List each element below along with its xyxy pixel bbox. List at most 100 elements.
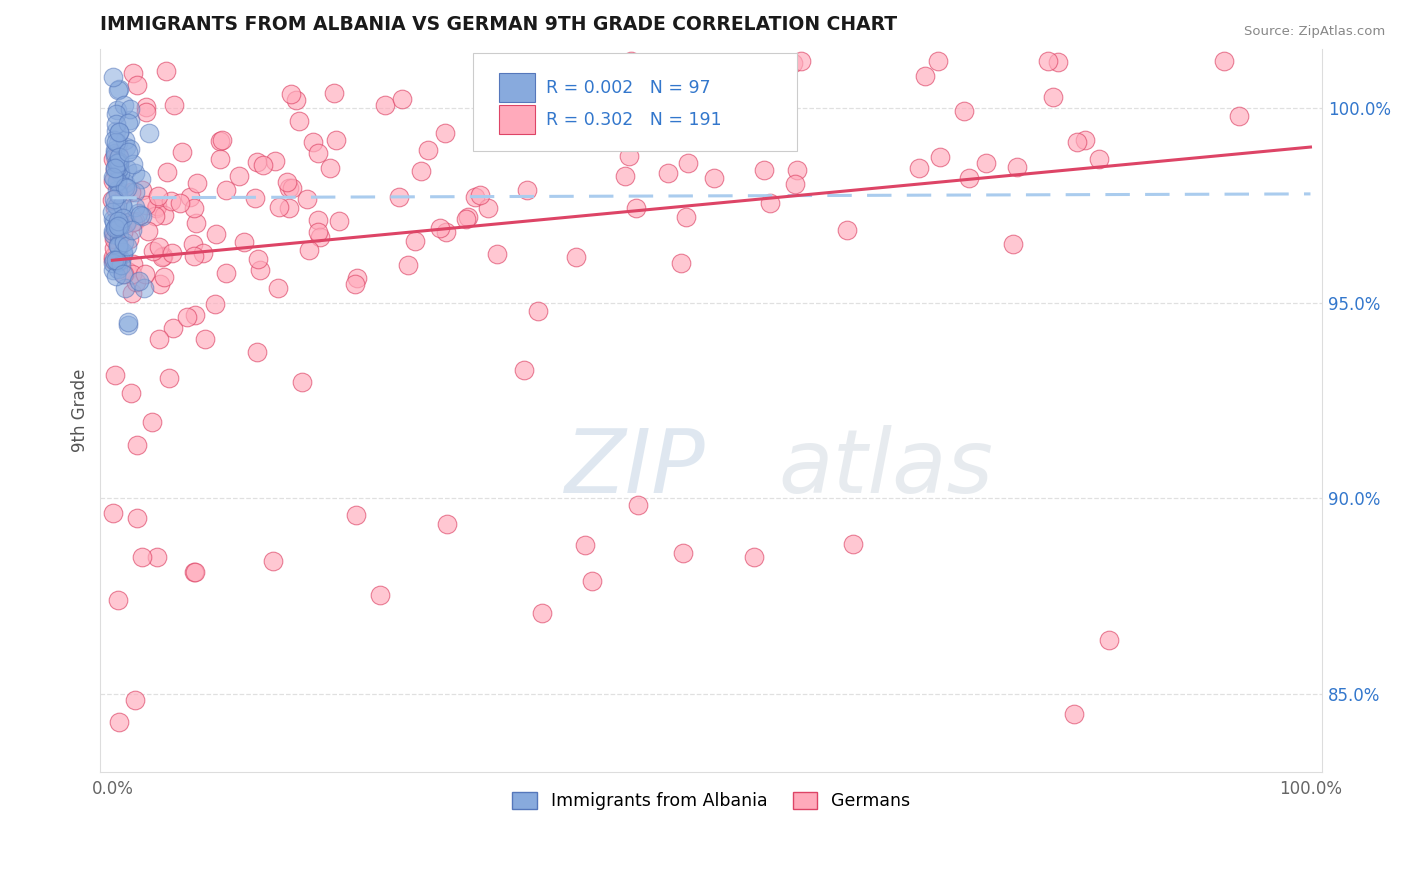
Point: [112, 235, 135, 249]
Point: [111, 198, 134, 212]
Point: [457, 210, 479, 224]
Point: [104, 116, 127, 130]
Point: [672, 546, 695, 560]
Point: [388, 190, 411, 204]
Point: [842, 537, 865, 551]
Point: [104, 106, 127, 120]
Point: [104, 149, 127, 163]
Point: [114, 133, 136, 147]
Point: [208, 152, 231, 166]
Point: [307, 225, 329, 239]
Legend: Immigrants from Albania, Germans: Immigrants from Albania, Germans: [505, 785, 918, 817]
Point: [112, 98, 135, 112]
Point: [561, 110, 583, 124]
Point: [429, 221, 451, 235]
Point: [163, 97, 186, 112]
Point: [107, 103, 129, 118]
Point: [835, 223, 858, 237]
Point: [142, 244, 165, 258]
Point: [1088, 153, 1111, 167]
Point: [233, 235, 256, 249]
Point: [675, 210, 697, 224]
Point: [396, 258, 419, 272]
Point: [107, 213, 129, 227]
Text: Source: ZipAtlas.com: Source: ZipAtlas.com: [1244, 25, 1385, 38]
Point: [105, 135, 128, 149]
Point: [183, 565, 205, 579]
Point: [246, 252, 269, 266]
Point: [346, 271, 368, 285]
Point: [103, 215, 125, 229]
Point: [328, 214, 350, 228]
Point: [907, 161, 929, 176]
Point: [107, 136, 129, 151]
Point: [280, 87, 302, 102]
Point: [105, 175, 128, 189]
Point: [103, 227, 125, 241]
Point: [101, 169, 124, 184]
Point: [1063, 706, 1085, 721]
Point: [101, 173, 124, 187]
Point: [138, 126, 160, 140]
Point: [103, 242, 125, 256]
Text: IMMIGRANTS FROM ALBANIA VS GERMAN 9TH GRADE CORRELATION CHART: IMMIGRANTS FROM ALBANIA VS GERMAN 9TH GR…: [100, 15, 897, 34]
Point: [108, 166, 131, 180]
Text: R = 0.002   N = 97: R = 0.002 N = 97: [547, 78, 711, 96]
Point: [124, 200, 146, 214]
Point: [117, 315, 139, 329]
Point: [107, 255, 129, 269]
Point: [148, 240, 170, 254]
Point: [156, 165, 179, 179]
Point: [112, 247, 135, 261]
Point: [160, 194, 183, 209]
Point: [131, 549, 153, 564]
Point: [141, 415, 163, 429]
Point: [957, 171, 980, 186]
Point: [436, 516, 458, 531]
Point: [512, 363, 534, 377]
Point: [104, 162, 127, 177]
Point: [574, 538, 596, 552]
Point: [1046, 54, 1069, 69]
Point: [782, 55, 804, 70]
Point: [121, 257, 143, 271]
Point: [117, 318, 139, 332]
Point: [101, 194, 124, 208]
FancyBboxPatch shape: [499, 73, 536, 103]
Point: [120, 185, 142, 199]
Point: [243, 191, 266, 205]
Point: [103, 232, 125, 246]
Point: [104, 220, 127, 235]
Text: atlas: atlas: [779, 425, 994, 511]
Point: [103, 253, 125, 268]
Point: [107, 219, 129, 233]
Point: [172, 145, 194, 159]
Point: [148, 188, 170, 202]
Point: [325, 133, 347, 147]
Point: [307, 146, 329, 161]
Point: [252, 158, 274, 172]
Point: [108, 715, 131, 730]
Point: [111, 245, 134, 260]
Point: [160, 245, 183, 260]
Point: [107, 161, 129, 175]
Point: [318, 161, 340, 175]
Point: [526, 304, 548, 318]
Point: [101, 227, 124, 242]
Point: [117, 145, 139, 160]
Point: [103, 231, 125, 245]
Point: [246, 154, 269, 169]
Point: [134, 281, 156, 295]
Point: [103, 170, 125, 185]
Point: [454, 212, 477, 227]
Point: [143, 209, 166, 223]
Point: [121, 215, 143, 229]
Point: [204, 297, 226, 311]
Point: [105, 198, 128, 212]
Point: [974, 156, 997, 170]
Point: [434, 126, 457, 140]
Point: [146, 199, 169, 213]
Point: [477, 201, 499, 215]
Point: [118, 232, 141, 246]
Point: [596, 103, 619, 118]
